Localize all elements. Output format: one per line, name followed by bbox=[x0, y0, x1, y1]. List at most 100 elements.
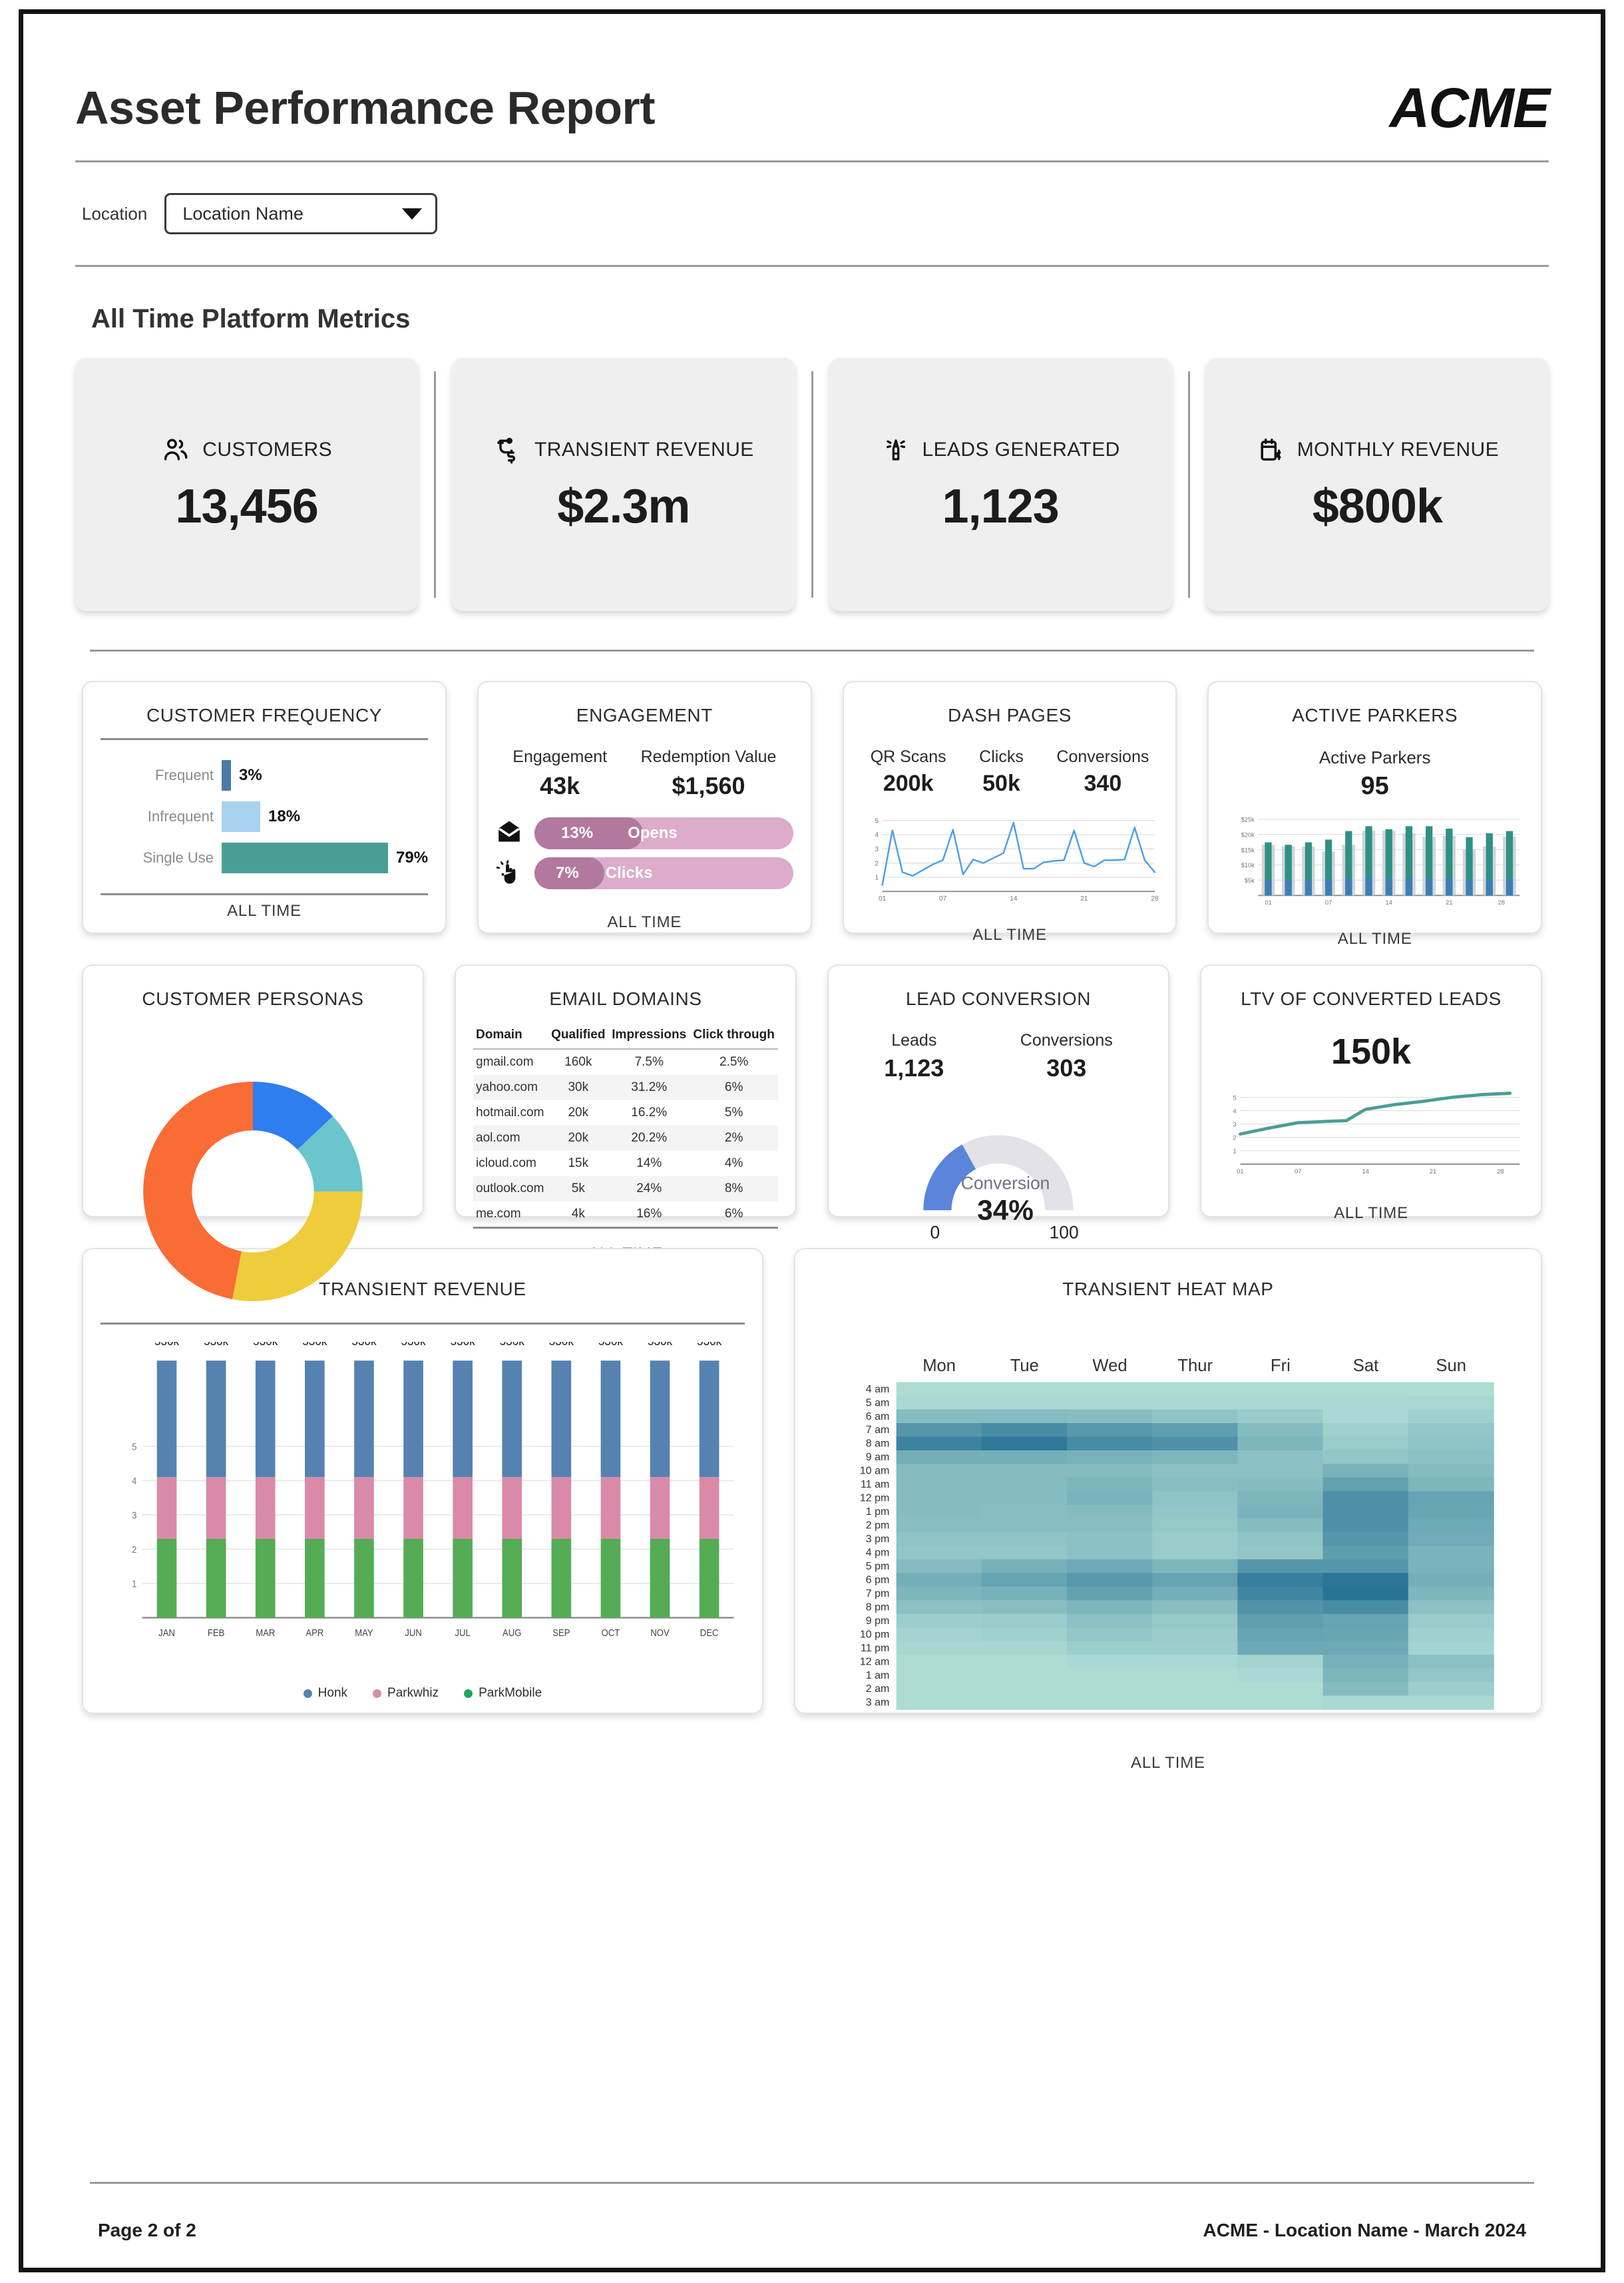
opens-percent: 13% bbox=[561, 824, 594, 842]
svg-text:$5k: $5k bbox=[1245, 877, 1255, 884]
kpi-separator bbox=[1187, 371, 1190, 598]
card-dash-pages[interactable]: DASH PAGES QR Scans 200k Clicks 50k Conv… bbox=[842, 681, 1177, 944]
svg-text:Wed: Wed bbox=[1092, 1356, 1127, 1375]
svg-text:6 pm: 6 pm bbox=[866, 1573, 890, 1585]
svg-text:Tue: Tue bbox=[1010, 1356, 1039, 1375]
kpi-separator bbox=[434, 371, 437, 598]
card-email-domains[interactable]: EMAIL DOMAINS Domain Qualified Impressions… bbox=[455, 964, 797, 1263]
card-ltv-converted-leads[interactable]: LTV OF CONVERTED LEADS 150k 1 2 3 4 5 01 07 14 2… bbox=[1200, 964, 1542, 1222]
card-customer-personas[interactable]: CUSTOMER PERSONAS ALL TIME bbox=[82, 964, 424, 1378]
kpi-value: $800k bbox=[1312, 480, 1443, 533]
envelope-icon bbox=[498, 821, 520, 842]
card-title: ACTIVE PARKERS bbox=[1292, 705, 1458, 726]
card-rule bbox=[101, 1323, 745, 1325]
svg-text:3: 3 bbox=[875, 846, 879, 853]
svg-text:14: 14 bbox=[1386, 899, 1392, 906]
table-column-header: Impressions bbox=[608, 1022, 690, 1050]
kpi-card-leads-generated[interactable]: LEADS GENERATED 1,123 bbox=[829, 358, 1172, 611]
svg-text:0: 0 bbox=[930, 1223, 940, 1243]
table-cell: icloud.com bbox=[476, 1156, 536, 1170]
table-cell: 14% bbox=[636, 1156, 662, 1170]
svg-text:2: 2 bbox=[875, 860, 879, 867]
card-lead-conversion[interactable]: LEAD CONVERSION Leads 1,123 Conversions … bbox=[827, 964, 1169, 1293]
legend-item: ParkMobile bbox=[464, 1686, 542, 1701]
svg-text:1 am: 1 am bbox=[866, 1669, 890, 1681]
card-active-parkers[interactable]: ACTIVE PARKERS Active Parkers 95 $5k $10k… bbox=[1207, 681, 1542, 948]
ltv-line-chart: 1 2 3 4 5 01 07 14 21 28 bbox=[1219, 1080, 1523, 1188]
svg-text:JAN: JAN bbox=[158, 1627, 175, 1638]
svg-text:DEC: DEC bbox=[700, 1627, 719, 1638]
card-engagement[interactable]: ENGAGEMENT Engagement 43k Redemption Val… bbox=[477, 681, 812, 934]
svg-text:07: 07 bbox=[1295, 1168, 1302, 1175]
metric-value: $1,560 bbox=[672, 772, 745, 799]
svg-text:100: 100 bbox=[1050, 1223, 1079, 1243]
location-select-value: Location Name bbox=[182, 203, 304, 224]
page-title: Asset Performance Report bbox=[75, 82, 656, 134]
dash-metric-qr-scans: QR Scans 200k bbox=[871, 747, 946, 797]
svg-text:01: 01 bbox=[1265, 899, 1272, 906]
kpi-value: 1,123 bbox=[942, 480, 1060, 533]
svg-text:5: 5 bbox=[875, 817, 879, 825]
kpi-card-monthly-revenue[interactable]: MONTHLY REVENUE $800k bbox=[1205, 358, 1549, 611]
table-cell: yahoo.com bbox=[473, 1075, 548, 1100]
customer-personas-donut-chart bbox=[101, 1039, 405, 1344]
table-cell: me.com bbox=[476, 1207, 521, 1221]
table-row: outlook.com 5k 24% 8% bbox=[473, 1176, 778, 1201]
table-cell: 4k bbox=[571, 1207, 585, 1221]
svg-text:530k: 530k bbox=[451, 1342, 476, 1348]
card-transient-heat-map[interactable]: TRANSIENT HEAT MAP Mon Tue Wed Thur Fri Sat Su… bbox=[793, 1248, 1542, 1772]
table-header-row: Domain Qualified Impressions Click through bbox=[473, 1022, 778, 1050]
svg-text:21: 21 bbox=[1430, 1168, 1437, 1175]
metric-value: 43k bbox=[540, 772, 580, 799]
report-header: Asset Performance Report ACME bbox=[75, 14, 1550, 160]
card-title: LTV OF CONVERTED LEADS bbox=[1241, 988, 1502, 1009]
clicks-progress-bar: 7% Clicks bbox=[534, 857, 793, 889]
location-select[interactable]: Location Name bbox=[164, 193, 438, 234]
legend-color-swatch bbox=[303, 1689, 312, 1698]
svg-text:8 am: 8 am bbox=[866, 1438, 890, 1450]
users-icon bbox=[164, 439, 188, 461]
metric-label: Conversions bbox=[1020, 1031, 1113, 1050]
table-row: hotmail.com 20k 16.2% 5% bbox=[473, 1100, 778, 1126]
table-cell: outlook.com bbox=[473, 1176, 548, 1201]
svg-text:Fri: Fri bbox=[1271, 1356, 1291, 1375]
metric-value: 303 bbox=[1046, 1054, 1087, 1082]
svg-text:28: 28 bbox=[1497, 1168, 1504, 1175]
kpi-card-customers[interactable]: CUSTOMERS 13,456 bbox=[75, 358, 419, 611]
svg-text:JUN: JUN bbox=[405, 1627, 421, 1638]
report-footer: Page 2 of 2 ACME - Location Name - March… bbox=[75, 2184, 1549, 2241]
card-title: DASH PAGES bbox=[948, 705, 1072, 726]
footer-divider bbox=[90, 2182, 1534, 2184]
active-parkers-content: Active Parkers 95 $5k $10k $15k $20k $25k 01 0… bbox=[1226, 738, 1523, 923]
card-customer-frequency[interactable]: CUSTOMER FREQUENCY Frequent 3% Infrequen… bbox=[82, 681, 447, 934]
svg-text:NOV: NOV bbox=[650, 1627, 670, 1638]
metric-label: Clicks bbox=[979, 747, 1024, 766]
svg-text:2: 2 bbox=[1233, 1135, 1236, 1142]
card-footer: ALL TIME bbox=[1131, 1754, 1205, 1772]
svg-text:07: 07 bbox=[939, 895, 947, 903]
card-title: CUSTOMER PERSONAS bbox=[142, 988, 364, 1009]
metric-label: Conversions bbox=[1056, 747, 1149, 766]
card-transient-revenue[interactable]: TRANSIENT REVENUE 1 2 3 4 5 530k JAN 530k FEB 530… bbox=[82, 1248, 763, 1714]
table-row: gmail.com 160k 7.5% 2.5% bbox=[473, 1049, 778, 1075]
table-cell: 2.5% bbox=[719, 1055, 749, 1069]
customer-personas-content bbox=[101, 1022, 405, 1353]
svg-text:530k: 530k bbox=[697, 1342, 722, 1348]
svg-text:28: 28 bbox=[1151, 895, 1158, 903]
kpi-card-transient-revenue[interactable]: TRANSIENT REVENUE $2.3m bbox=[452, 358, 795, 611]
table-cell: 6% bbox=[690, 1075, 778, 1100]
card-footer: ALL TIME bbox=[972, 926, 1047, 944]
metric-value: 340 bbox=[1084, 771, 1122, 796]
charts-row-2: CUSTOMER PERSONAS ALL TIME EMAIL DOMAINS… bbox=[75, 964, 1549, 1378]
table-cell: 24% bbox=[608, 1176, 690, 1201]
card-rule bbox=[101, 893, 429, 895]
svg-text:11 pm: 11 pm bbox=[861, 1642, 889, 1654]
table-cell: 8% bbox=[690, 1176, 778, 1201]
engagement-metric-1: Engagement 43k bbox=[512, 747, 607, 800]
svg-text:7 pm: 7 pm bbox=[866, 1587, 890, 1599]
svg-text:5: 5 bbox=[132, 1441, 136, 1452]
svg-text:3: 3 bbox=[132, 1510, 136, 1521]
dash-pages-line-chart: 1 2 3 4 5 01 07 14 21 28 bbox=[861, 805, 1158, 910]
svg-text:530k: 530k bbox=[598, 1342, 624, 1348]
svg-text:34%: 34% bbox=[977, 1194, 1034, 1225]
